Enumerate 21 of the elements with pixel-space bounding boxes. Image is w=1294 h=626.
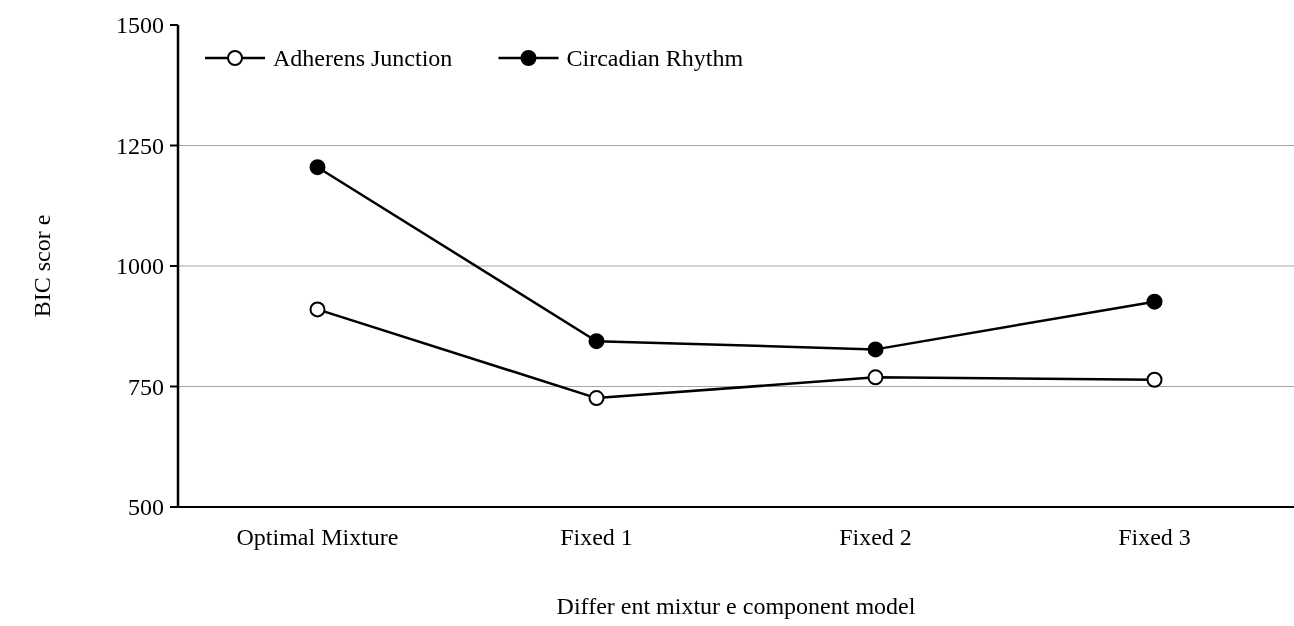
point [588, 333, 605, 350]
point [867, 369, 884, 386]
x-tick-label: Fixed 1 [560, 524, 633, 550]
point [309, 159, 326, 176]
x-axis-title: Differ ent mixtur e component model [556, 593, 916, 619]
x-tick-label: Optimal Mixture [236, 524, 399, 550]
legend-label: Adherens Junction [273, 45, 453, 72]
x-tick-label: Fixed 3 [1118, 524, 1191, 550]
point [588, 390, 605, 407]
y-tick-label: 1500 [116, 12, 164, 39]
y-tick-label: 750 [128, 373, 164, 400]
point [867, 341, 884, 358]
point [1146, 371, 1163, 388]
legend-label: Circadian Rhythm [566, 45, 744, 72]
y-tick-label: 500 [128, 494, 164, 521]
y-tick-label: 1000 [116, 253, 164, 280]
y-tick-label: 1250 [116, 132, 164, 159]
x-tick-label: Fixed 2 [839, 524, 912, 550]
point [1146, 293, 1163, 310]
y-axis-title: BIC scor e [29, 214, 55, 318]
point [309, 301, 326, 318]
